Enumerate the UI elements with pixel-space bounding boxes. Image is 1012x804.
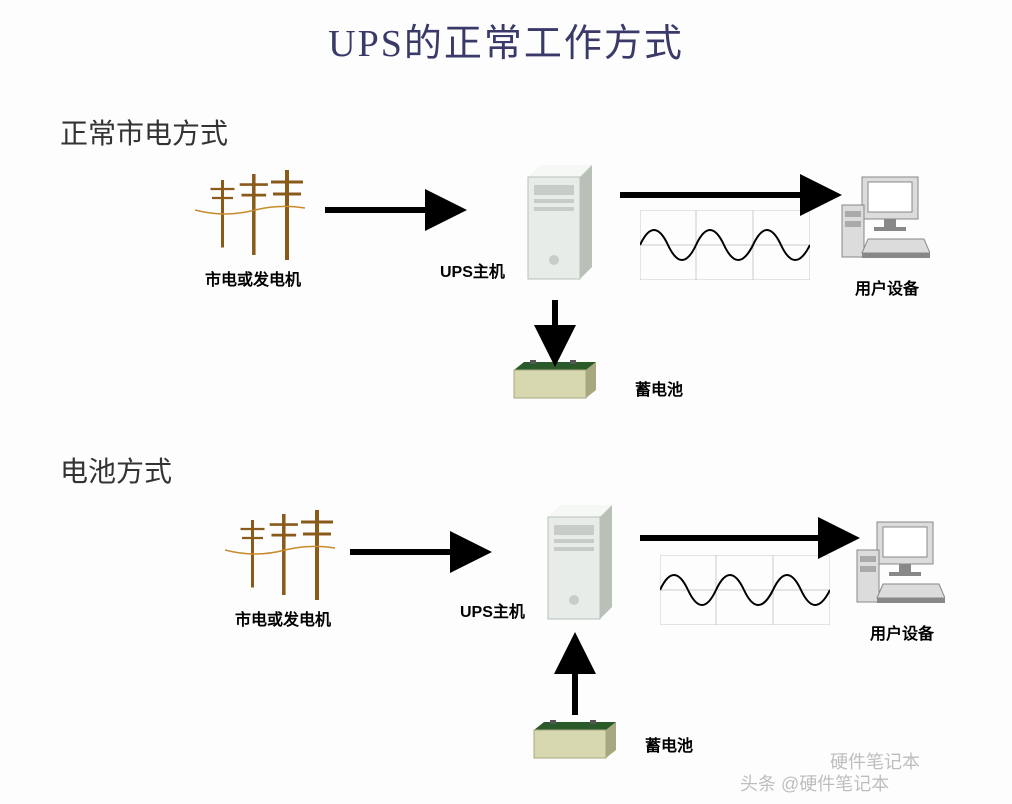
watermark-text: 头条 @硬件笔记本 [740, 770, 889, 796]
arrow-icon [0, 0, 1012, 804]
